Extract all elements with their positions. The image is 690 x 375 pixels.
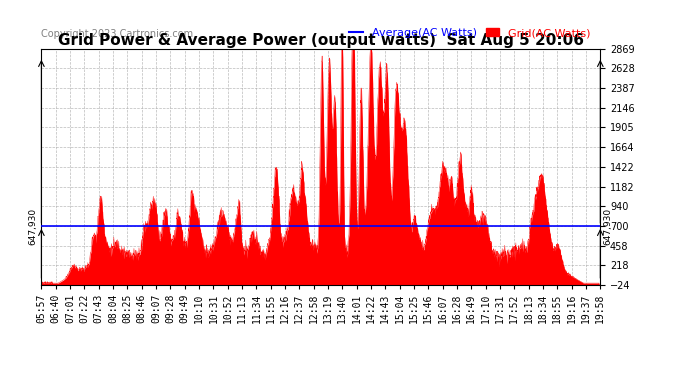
Legend: Average(AC Watts), Grid(AC Watts): Average(AC Watts), Grid(AC Watts)	[345, 24, 595, 42]
Title: Grid Power & Average Power (output watts)  Sat Aug 5 20:06: Grid Power & Average Power (output watts…	[58, 33, 584, 48]
Text: Copyright 2023 Cartronics.com: Copyright 2023 Cartronics.com	[41, 29, 193, 39]
Text: 647,930: 647,930	[603, 207, 612, 245]
Text: 647,930: 647,930	[28, 207, 37, 245]
